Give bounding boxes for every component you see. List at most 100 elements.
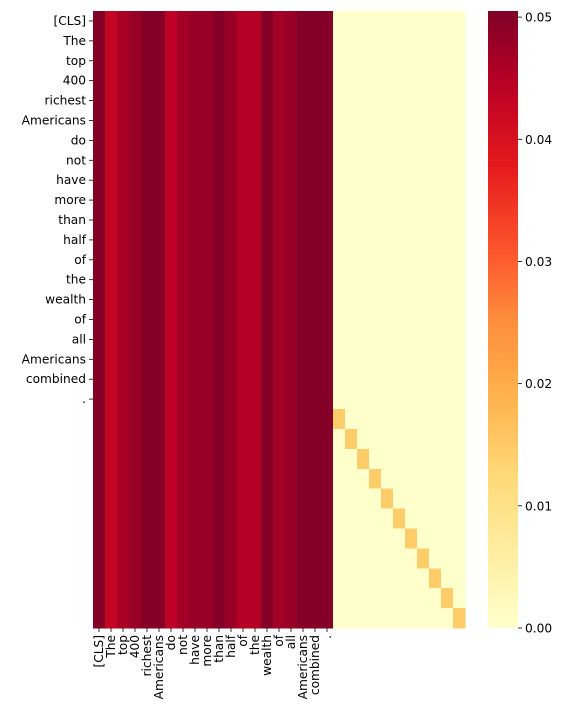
heatmap-cell bbox=[297, 269, 310, 291]
heatmap-cell bbox=[237, 30, 250, 52]
heatmap-cell bbox=[105, 70, 118, 92]
heatmap-cell bbox=[237, 448, 250, 470]
heatmap-cell bbox=[129, 70, 142, 92]
heatmap-cell bbox=[297, 468, 310, 490]
heatmap-cell bbox=[429, 409, 442, 430]
heatmap-cell bbox=[93, 428, 106, 450]
heatmap-cell bbox=[105, 369, 118, 390]
y-tick-label: . bbox=[82, 392, 86, 406]
heatmap-cell bbox=[441, 11, 454, 32]
heatmap-cell bbox=[153, 50, 166, 72]
heatmap-cell bbox=[357, 528, 370, 549]
heatmap-cell bbox=[441, 548, 454, 569]
heatmap-cell bbox=[225, 568, 238, 589]
heatmap-cell bbox=[213, 568, 226, 589]
heatmap-cell bbox=[369, 11, 382, 32]
heatmap-cell bbox=[165, 349, 178, 370]
heatmap-cell bbox=[165, 389, 178, 410]
heatmap-cell bbox=[237, 269, 250, 291]
heatmap-cell bbox=[357, 249, 370, 271]
heatmap-cell bbox=[225, 508, 238, 530]
heatmap-cell bbox=[357, 110, 370, 132]
heatmap-cell bbox=[153, 110, 166, 132]
heatmap-cell bbox=[249, 130, 262, 151]
heatmap-cell bbox=[129, 90, 142, 112]
heatmap-cell bbox=[129, 190, 142, 211]
heatmap-cell bbox=[153, 269, 166, 291]
heatmap-cell bbox=[285, 269, 298, 291]
heatmap-cell bbox=[105, 90, 118, 112]
heatmap-cell bbox=[105, 289, 118, 311]
heatmap-cell bbox=[381, 50, 394, 72]
heatmap-cell bbox=[261, 468, 274, 490]
heatmap-cell bbox=[441, 488, 454, 510]
heatmap-cell bbox=[177, 448, 190, 470]
heatmap-cell bbox=[153, 229, 166, 251]
heatmap-cell bbox=[165, 269, 178, 291]
heatmap-cell bbox=[213, 428, 226, 450]
heatmap-cell bbox=[249, 548, 262, 569]
heatmap-cell bbox=[177, 389, 190, 410]
heatmap-cell bbox=[453, 249, 466, 271]
heatmap-cell bbox=[105, 488, 118, 510]
heatmap-cell bbox=[213, 210, 226, 231]
heatmap-cell bbox=[369, 150, 382, 171]
heatmap-cell bbox=[453, 289, 466, 311]
y-tick-label: richest bbox=[45, 94, 87, 108]
heatmap-cell bbox=[201, 269, 214, 291]
heatmap-cell bbox=[213, 190, 226, 211]
heatmap-cell bbox=[429, 528, 442, 549]
heatmap-cell bbox=[141, 608, 154, 629]
heatmap-cell bbox=[201, 608, 214, 629]
heatmap-cell bbox=[429, 70, 442, 92]
heatmap-cell bbox=[453, 389, 466, 410]
heatmap-cell bbox=[129, 468, 142, 490]
heatmap-cell bbox=[297, 50, 310, 72]
heatmap-cell bbox=[153, 448, 166, 470]
heatmap-cell bbox=[273, 409, 286, 430]
heatmap-cell bbox=[225, 130, 238, 151]
heatmap-cell bbox=[453, 448, 466, 470]
heatmap-cell bbox=[405, 389, 418, 410]
heatmap-cell bbox=[273, 548, 286, 569]
heatmap-cell bbox=[261, 548, 274, 569]
heatmap-cell bbox=[261, 50, 274, 72]
heatmap-cell bbox=[261, 329, 274, 350]
heatmap-cell bbox=[345, 309, 358, 331]
heatmap-cell bbox=[141, 428, 154, 450]
heatmap-cell bbox=[405, 548, 418, 569]
heatmap-cell bbox=[105, 249, 118, 271]
heatmap-cell bbox=[453, 588, 466, 609]
heatmap-cell bbox=[309, 329, 322, 350]
heatmap-cell bbox=[417, 389, 430, 410]
heatmap-cell bbox=[429, 150, 442, 171]
heatmap-cell bbox=[393, 488, 406, 510]
heatmap-cell bbox=[381, 468, 394, 490]
heatmap-cell bbox=[441, 309, 454, 331]
heatmap-cell bbox=[405, 150, 418, 171]
heatmap-cell bbox=[129, 11, 142, 32]
heatmap-cell bbox=[153, 588, 166, 609]
heatmap-cell bbox=[261, 389, 274, 410]
heatmap-cell bbox=[429, 468, 442, 490]
heatmap-cell bbox=[117, 508, 130, 530]
heatmap-cell bbox=[105, 269, 118, 291]
heatmap-cell bbox=[177, 488, 190, 510]
heatmap-cell bbox=[297, 508, 310, 530]
heatmap-cell bbox=[105, 409, 118, 430]
heatmap-cell bbox=[129, 389, 142, 410]
heatmap-cell bbox=[177, 190, 190, 211]
heatmap-cell bbox=[297, 150, 310, 171]
heatmap-cell bbox=[333, 608, 346, 629]
heatmap-cell bbox=[297, 289, 310, 311]
x-tick-label: 400 bbox=[128, 635, 142, 658]
heatmap-cell bbox=[333, 90, 346, 112]
heatmap-cell bbox=[177, 70, 190, 92]
heatmap-cell bbox=[201, 468, 214, 490]
heatmap-cell bbox=[237, 369, 250, 390]
heatmap-cell bbox=[345, 369, 358, 390]
colorbar-ticks: 0.00 0.01 0.02 0.03 0.04 0.05 bbox=[518, 11, 552, 636]
heatmap-cell bbox=[321, 528, 334, 549]
heatmap-cell bbox=[249, 50, 262, 72]
heatmap-cell bbox=[273, 468, 286, 490]
